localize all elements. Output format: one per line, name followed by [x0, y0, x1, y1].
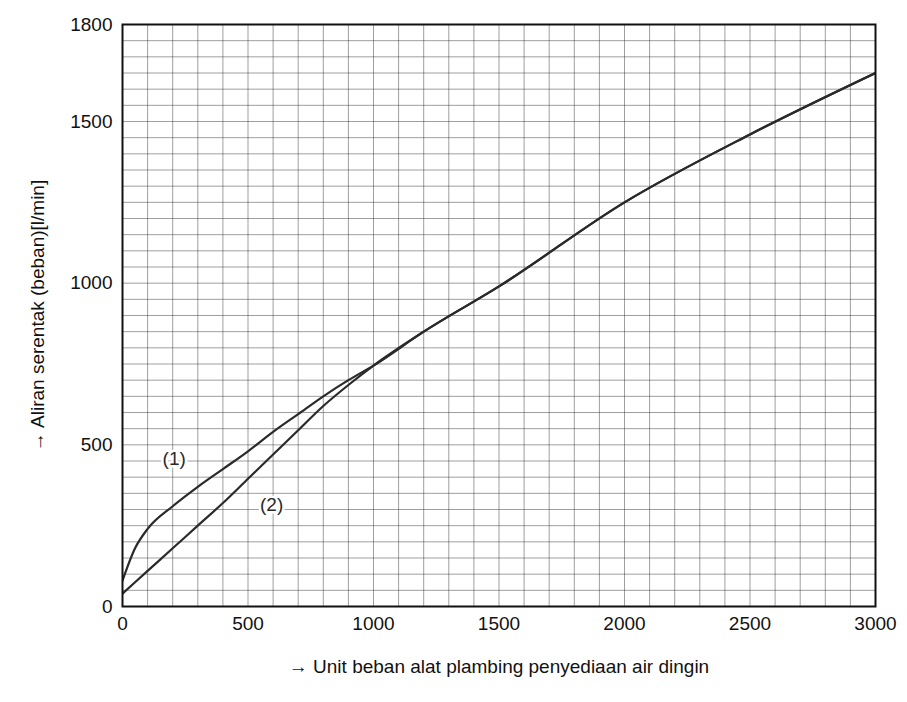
svg-text:3000: 3000 [854, 613, 896, 634]
svg-text:→ Aliran serentak (beban)[l/mi: → Aliran serentak (beban)[l/min] [27, 180, 48, 451]
svg-text:1500: 1500 [478, 613, 520, 634]
svg-text:0: 0 [117, 613, 128, 634]
svg-text:(2): (2) [260, 494, 283, 515]
svg-text:2000: 2000 [603, 613, 645, 634]
svg-text:2500: 2500 [729, 613, 771, 634]
svg-text:500: 500 [81, 434, 113, 455]
svg-text:0: 0 [102, 596, 113, 617]
svg-text:→ Unit beban alat plambing pen: → Unit beban alat plambing penyediaan ai… [289, 656, 709, 677]
svg-text:1000: 1000 [70, 272, 112, 293]
svg-text:(1): (1) [163, 448, 186, 469]
svg-text:1500: 1500 [70, 111, 112, 132]
svg-text:1000: 1000 [352, 613, 394, 634]
svg-text:1800: 1800 [70, 14, 112, 35]
svg-text:500: 500 [232, 613, 264, 634]
